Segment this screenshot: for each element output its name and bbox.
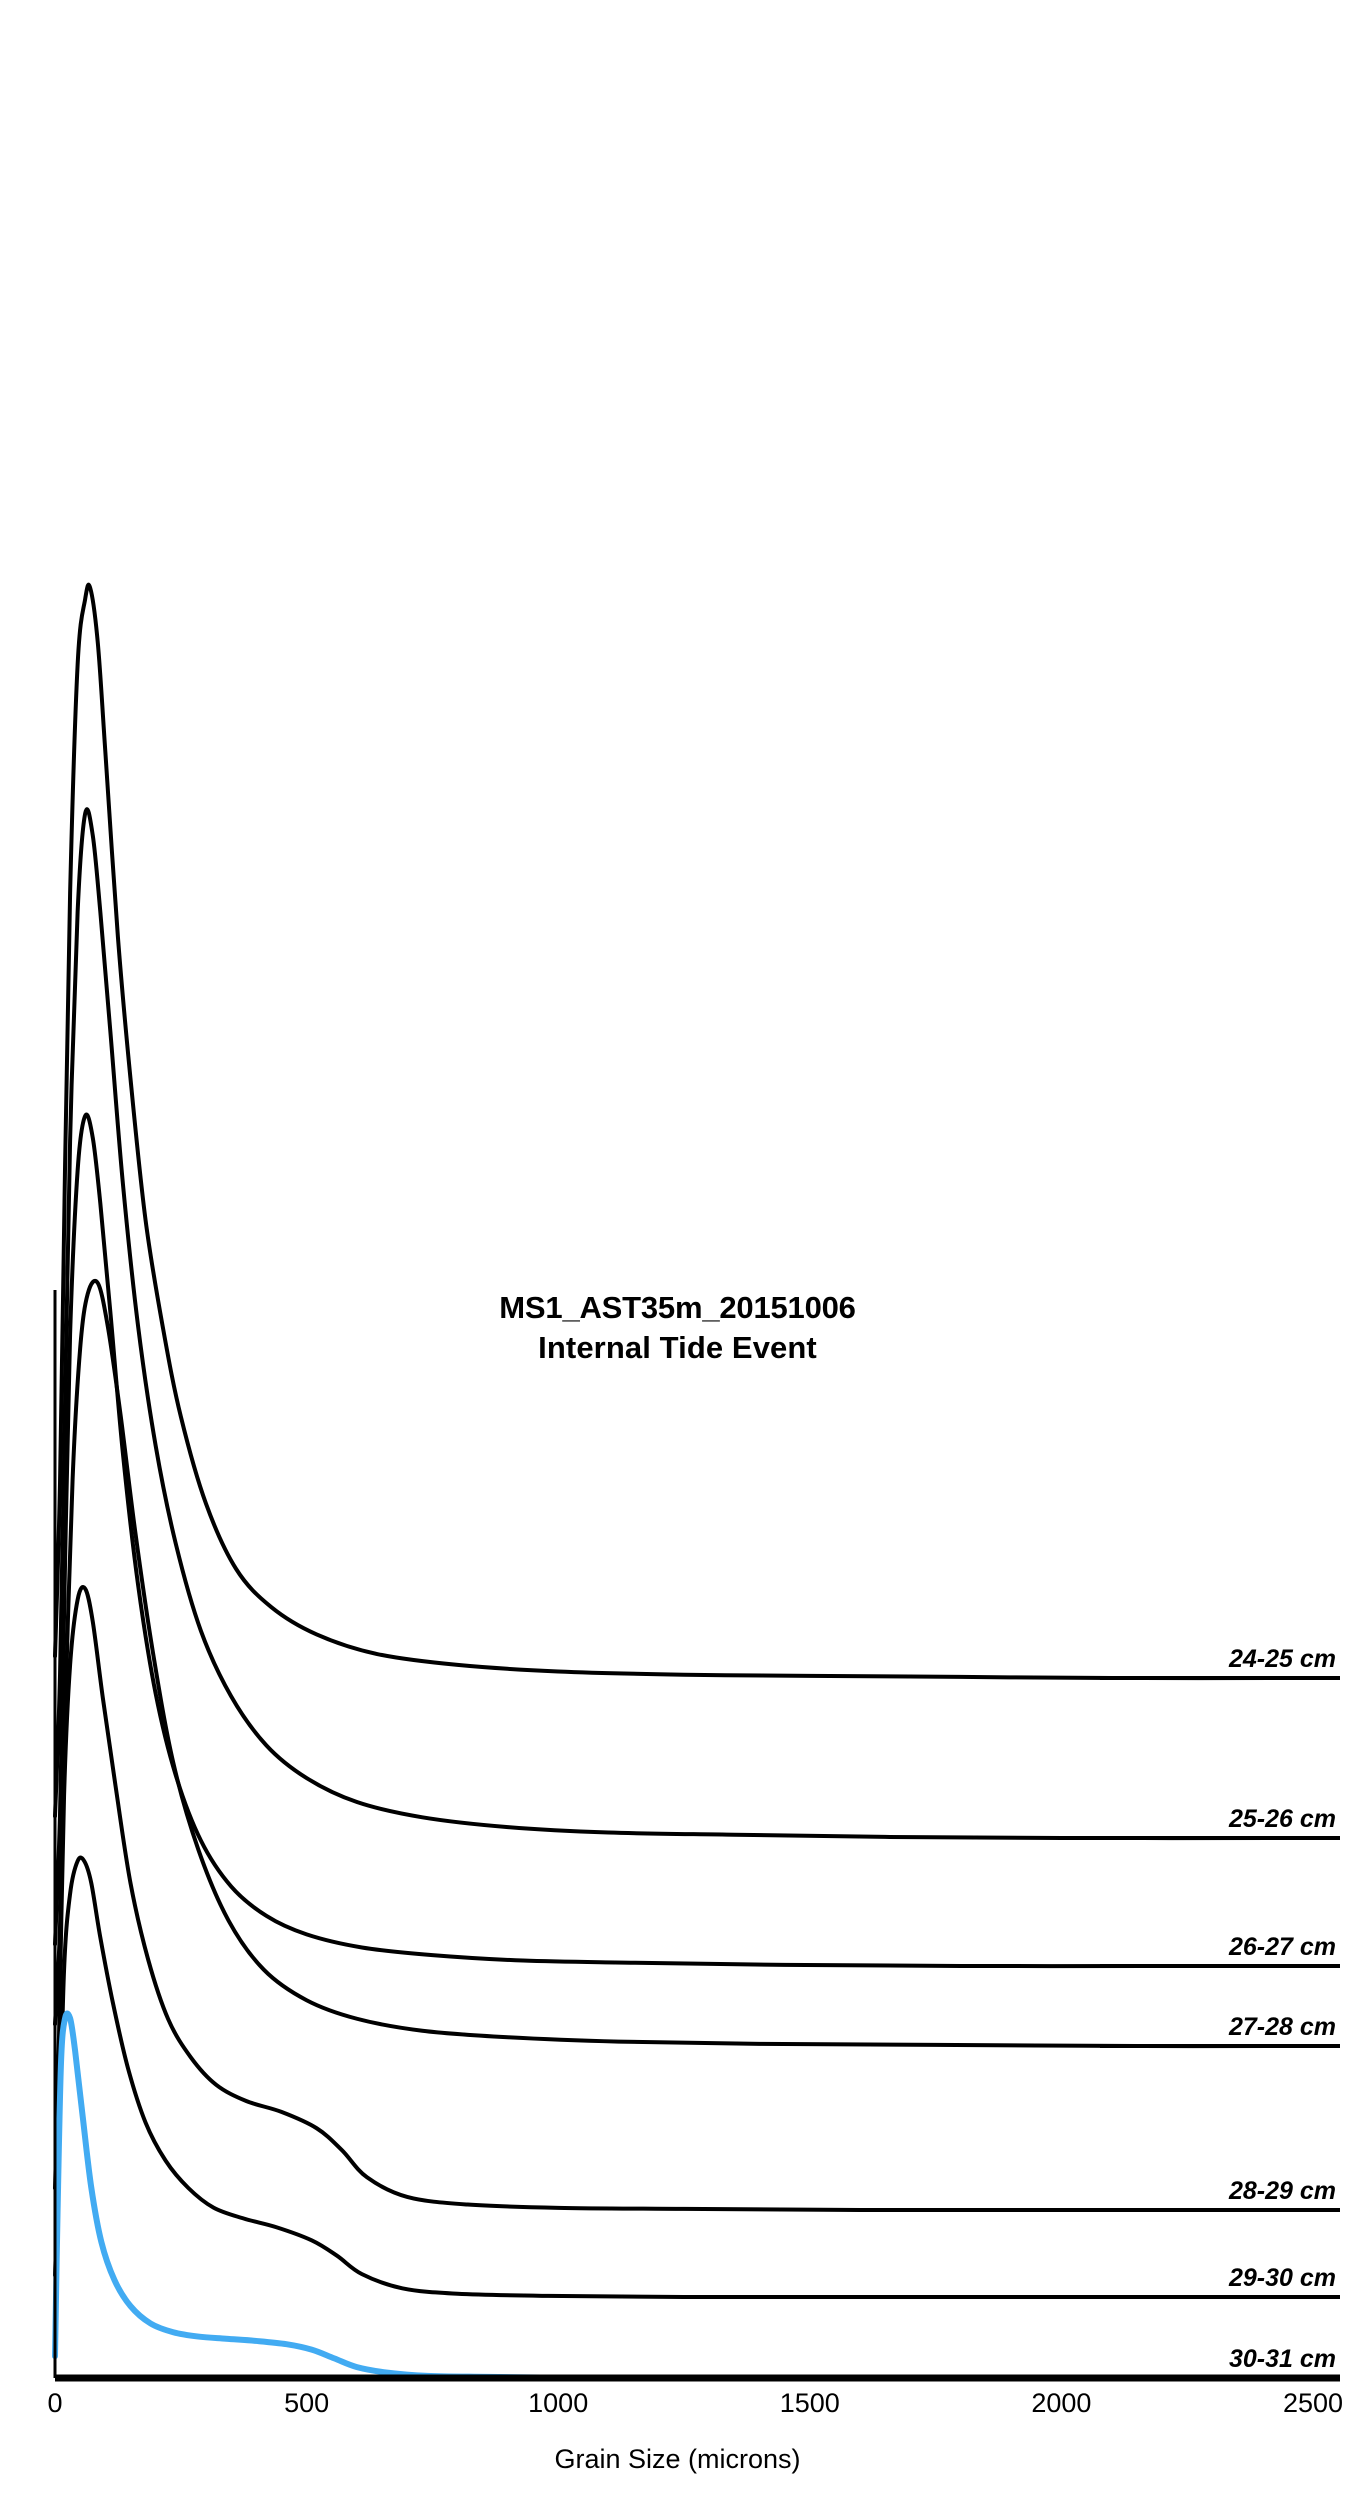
series-label-28-29-cm: 28-29 cm [1228,2177,1336,2205]
series-label-24-25-cm: 24-25 cm [1228,1645,1336,1673]
x-tick-0: 0 [47,2388,63,2418]
series-label-29-30-cm: 29-30 cm [1228,2264,1336,2292]
x-tick-2500: 2500 [1282,2388,1344,2418]
curve-29-30-cm [53,1855,1315,2300]
series-label-26-27-cm: 26-27 cm [1228,1933,1336,1961]
x-tick-2000: 2000 [1031,2388,1092,2418]
distribution-curves [52,582,1316,2382]
x-tick-1000: 1000 [528,2388,589,2418]
series-label-27-28-cm: 27-28 cm [1228,2013,1336,2041]
curve-24-25-cm [53,582,1315,1681]
curve-27-28-cm [53,1278,1315,2049]
x-tick-500: 500 [284,2388,330,2418]
x-tick-1500: 1500 [779,2388,840,2418]
curve-28-29-cm [53,1585,1315,2213]
curve-25-26-cm [53,807,1315,1841]
x-axis-label: Grain Size (microns) [554,2444,801,2474]
curve-26-27-cm [53,1112,1315,1969]
series-label-30-31-cm: 30-31 cm [1228,2345,1336,2373]
curve-30-31-cm [52,2010,1316,2382]
series-label-25-26-cm: 25-26 cm [1228,1805,1336,1833]
